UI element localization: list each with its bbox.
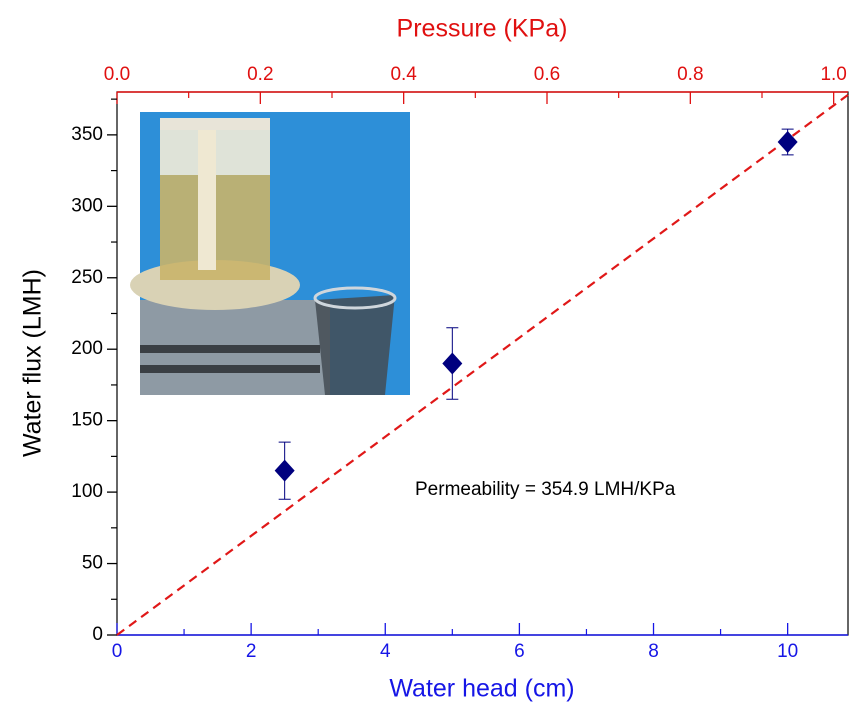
x-tick-label: 4 — [380, 641, 391, 662]
x-axis-label: Water head (cm) — [389, 675, 574, 703]
data-point — [442, 353, 462, 375]
y-tick-label: 50 — [82, 553, 103, 574]
data-point — [275, 460, 295, 482]
y-axis-label: Water flux (LMH) — [19, 269, 47, 457]
x2-tick-label: 0.4 — [390, 64, 417, 85]
chart: Water head (cm) Pressure (KPa) Water flu… — [0, 0, 850, 706]
x-tick-label: 0 — [112, 641, 123, 662]
x2-tick-label: 0.6 — [534, 64, 560, 85]
x2-tick-label: 0.2 — [247, 64, 273, 85]
x2-tick-label: 0.0 — [104, 64, 130, 85]
x-tick-label: 6 — [514, 641, 525, 662]
x2-tick-label: 0.8 — [677, 64, 703, 85]
y-tick-label: 250 — [71, 267, 103, 288]
annotation: Permeability = 354.9 LMH/KPa — [415, 479, 676, 500]
x-tick-label: 2 — [246, 641, 257, 662]
y-tick-label: 0 — [92, 624, 103, 645]
inset-photo — [130, 112, 410, 395]
y-tick-label: 350 — [71, 124, 103, 145]
y-tick-label: 100 — [71, 481, 103, 502]
y-tick-label: 300 — [71, 195, 103, 216]
x2-axis-label: Pressure (KPa) — [397, 15, 568, 43]
x-tick-label: 8 — [648, 641, 659, 662]
x2-tick-label: 1.0 — [820, 64, 846, 85]
y-tick-label: 150 — [71, 410, 103, 431]
x-tick-label: 10 — [777, 641, 798, 662]
y-tick-label: 200 — [71, 338, 103, 359]
